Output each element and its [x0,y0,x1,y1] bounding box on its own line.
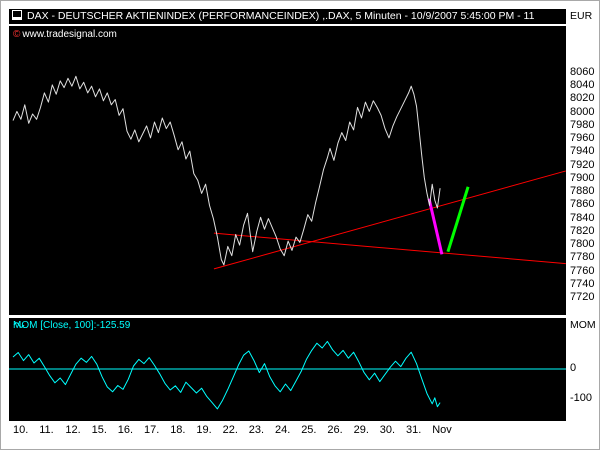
date-label: 10. [13,424,29,436]
price-ytick: 7820 [570,224,595,237]
momentum-chart-canvas[interactable] [9,318,566,421]
price-ytick: 8040 [570,79,595,92]
price-ytick: 8060 [570,66,595,78]
price-ytick: 8020 [570,92,595,105]
chart-title-bar: DAX - DEUTSCHER AKTIENINDEX (PERFORMANCE… [9,9,566,24]
price-ytick: 7940 [570,145,595,158]
price-ytick: 7900 [570,171,595,184]
price-chart-canvas[interactable] [9,26,566,315]
price-ytick: 7760 [570,264,595,277]
momentum-axis-label: MOM [570,319,596,331]
date-label: 31. [406,424,422,436]
price-ytick: 7740 [570,277,595,290]
chart-title: DAX - DEUTSCHER AKTIENINDEX (PERFORMANCE… [27,10,535,22]
watermark-text: www.tradesignal.com [22,29,117,40]
momentum-ytick: -100 [570,392,593,404]
date-label: 24. [275,424,291,436]
price-ytick: 7780 [570,251,595,264]
date-label: 30. [379,424,396,436]
marker-line[interactable] [446,186,470,253]
date-label: 15. [91,424,107,436]
price-ytick: 7840 [570,211,595,224]
price-ytick: 7800 [570,238,595,251]
price-ytick: 7980 [570,118,595,131]
date-label: 17. [144,424,160,436]
momentum-line [12,340,441,410]
momentum-ytick: 0 [570,362,577,374]
date-label: 16. [117,424,134,436]
price-ytick: 7920 [570,158,595,171]
marker-line[interactable] [427,198,444,255]
date-label: 11. [39,424,54,436]
chart-window-icon [12,10,22,20]
trend-line[interactable] [213,170,566,270]
date-label: 18. [170,424,186,436]
price-ytick: 7860 [570,198,595,211]
price-ytick: 7960 [570,132,595,145]
price-chart-panel[interactable]: © www.tradesignal.com [9,26,566,315]
price-ytick: 8000 [570,105,595,118]
momentum-panel[interactable]: MOM [Close, 100]:-125.59 [9,318,566,421]
indicator-wave-icon [13,322,25,328]
momentum-indicator-label: MOM [Close, 100]:-125.59 [13,320,130,331]
trend-line[interactable] [213,232,566,265]
momentum-label-text: MOM [Close, 100]:-125.59 [13,320,131,331]
date-label: 29. [353,424,369,436]
price-ytick: 7720 [570,291,595,303]
date-label: 22. [222,424,238,436]
watermark: © www.tradesignal.com [13,29,117,40]
price-ytick: 7880 [570,185,595,198]
price-axis-unit-label: EUR [570,10,593,22]
date-label: 12. [65,424,81,436]
date-label: 25. [301,424,317,436]
price-line [12,75,441,266]
date-label: 23. [248,424,265,436]
date-label: Nov [432,424,452,436]
date-label: 19. [196,424,212,436]
date-label: 26. [327,424,343,436]
copyright-icon: © [13,29,21,40]
